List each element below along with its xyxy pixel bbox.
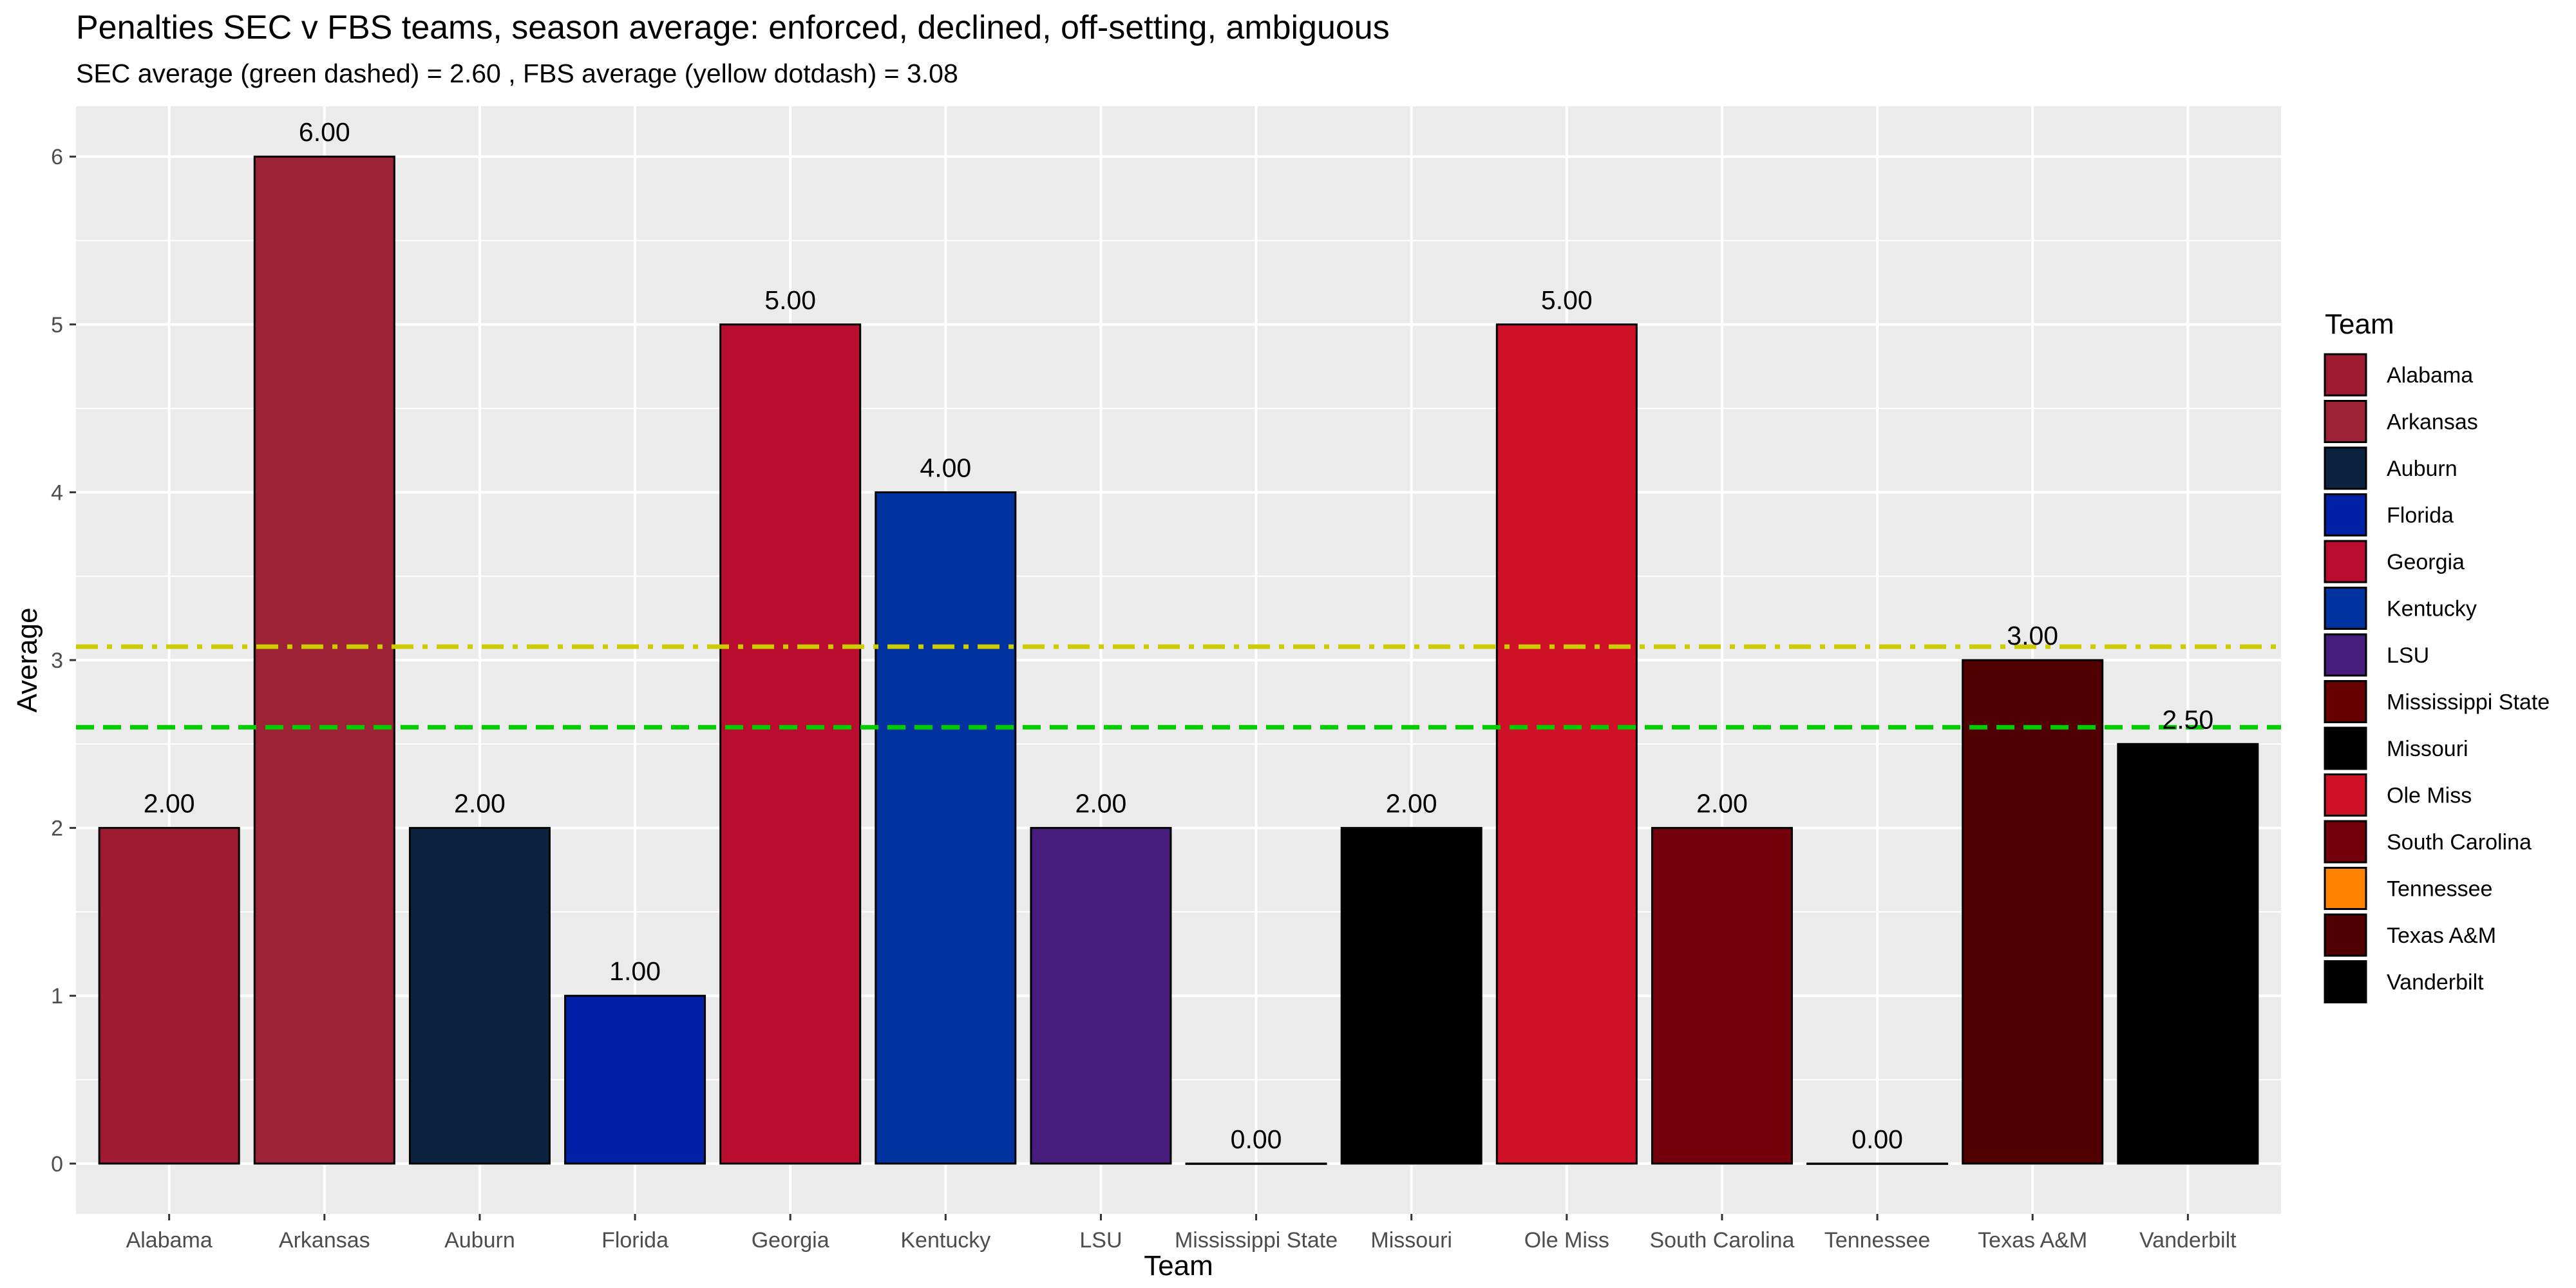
x-tick-label: South Carolina (1649, 1228, 1794, 1253)
legend-swatch (2324, 680, 2367, 723)
value-label: 5.00 (764, 285, 816, 315)
y-axis-title: Average (12, 607, 43, 712)
x-axis-title: Team (1144, 1250, 1213, 1282)
x-tick-label: Ole Miss (1524, 1228, 1609, 1253)
x-tick-label: Auburn (444, 1228, 515, 1253)
bar-kentucky (875, 491, 1017, 1165)
legend-label: Ole Miss (2387, 784, 2472, 808)
value-labels: 2.00 6.00 2.00 1.00 5.00 4.00 2.00 0.00 2.00 5.00… (144, 117, 2213, 1154)
x-tick-label: Mississippi State (1175, 1228, 1338, 1253)
legend-label: Auburn (2387, 457, 2458, 481)
value-label: 2.00 (454, 789, 506, 819)
x-tick-label: Alabama (126, 1228, 213, 1253)
chart-subtitle: SEC average (green dashed) = 2.60 , FBS … (76, 59, 958, 88)
value-label: 6.00 (299, 117, 350, 147)
x-axis: Alabama Arkansas Auburn Florida Georgia Kentu… (126, 1214, 2237, 1253)
x-tick-label: Missouri (1370, 1228, 1452, 1253)
legend-swatch (2324, 446, 2367, 490)
y-tick-label: 6 (51, 145, 63, 169)
legend-title: Team (2325, 308, 2394, 340)
x-tick-label: Florida (601, 1228, 668, 1253)
bar-missouri (1340, 827, 1482, 1165)
value-label: 2.00 (1075, 789, 1127, 819)
legend-swatch (2324, 773, 2367, 817)
bar-vanderbilt (2117, 743, 2259, 1165)
bar-lsu (1030, 827, 1172, 1165)
y-tick-label: 0 (51, 1152, 63, 1177)
legend-label: Georgia (2387, 550, 2465, 574)
x-tick-label: LSU (1079, 1228, 1122, 1253)
bar-florida (564, 994, 706, 1165)
value-label: 4.00 (920, 453, 971, 482)
x-tick-label: Kentucky (900, 1228, 990, 1253)
legend-swatch (2324, 353, 2367, 397)
value-label: 3.00 (2007, 621, 2058, 650)
value-label: 2.00 (1696, 789, 1748, 819)
legend-label: Missouri (2387, 737, 2468, 761)
legend-swatch (2324, 726, 2367, 770)
value-label: 2.00 (144, 789, 195, 819)
legend-label: Texas A&M (2387, 923, 2496, 948)
x-tick-label: Georgia (752, 1228, 829, 1253)
value-label: 2.00 (1386, 789, 1437, 819)
legend-label: LSU (2387, 643, 2429, 668)
legend-swatch (2324, 867, 2367, 910)
x-tick-label: Tennessee (1824, 1228, 1930, 1253)
legend-label: Kentucky (2387, 597, 2477, 621)
bar-texas-a-m (1962, 659, 2104, 1165)
value-label: 2.50 (2162, 705, 2213, 734)
legend-label: Alabama (2387, 363, 2473, 388)
legend-swatch (2324, 493, 2367, 536)
bar-ole-miss (1495, 323, 1638, 1165)
legend-label: Florida (2387, 504, 2454, 528)
x-tick-label: Vanderbilt (2139, 1228, 2237, 1253)
bar-georgia (719, 323, 862, 1165)
legend-swatch (2324, 400, 2367, 443)
legend-label: Arkansas (2387, 410, 2478, 435)
y-tick-label: 3 (51, 649, 63, 673)
y-axis: 0 1 2 3 4 5 6 (51, 145, 76, 1177)
legend-swatch (2324, 587, 2367, 630)
y-tick-label: 1 (51, 984, 63, 1009)
y-tick-label: 4 (51, 480, 63, 505)
x-tick-label: Texas A&M (1978, 1228, 2087, 1253)
bar-auburn (408, 827, 551, 1165)
legend-label: Tennessee (2387, 877, 2492, 902)
bars (98, 155, 2259, 1165)
legend-label: Mississippi State (2387, 690, 2550, 715)
y-tick-label: 2 (51, 817, 63, 841)
value-label: 0.00 (1231, 1124, 1282, 1154)
legend-label: Vanderbilt (2387, 971, 2484, 995)
chart-title: Penalties SEC v FBS teams, season averag… (76, 9, 1390, 46)
legend-label: South Carolina (2387, 830, 2532, 855)
y-tick-label: 5 (51, 313, 63, 337)
value-label: 0.00 (1852, 1124, 1903, 1154)
bar-arkansas (253, 155, 395, 1165)
legend-swatch (2324, 540, 2367, 583)
reference-lines (76, 644, 2281, 730)
legend-swatch (2324, 820, 2367, 864)
legend-swatch (2324, 913, 2367, 957)
legend-swatch (2324, 960, 2367, 1003)
value-label: 1.00 (609, 956, 661, 986)
bar-alabama (98, 827, 240, 1165)
x-tick-label: Arkansas (279, 1228, 370, 1253)
legend: Alabama Arkansas Auburn Florida Georgia Kentu… (2324, 353, 2550, 1003)
bar-south-carolina (1651, 827, 1793, 1165)
legend-swatch (2324, 633, 2367, 677)
value-label: 5.00 (1541, 285, 1593, 315)
